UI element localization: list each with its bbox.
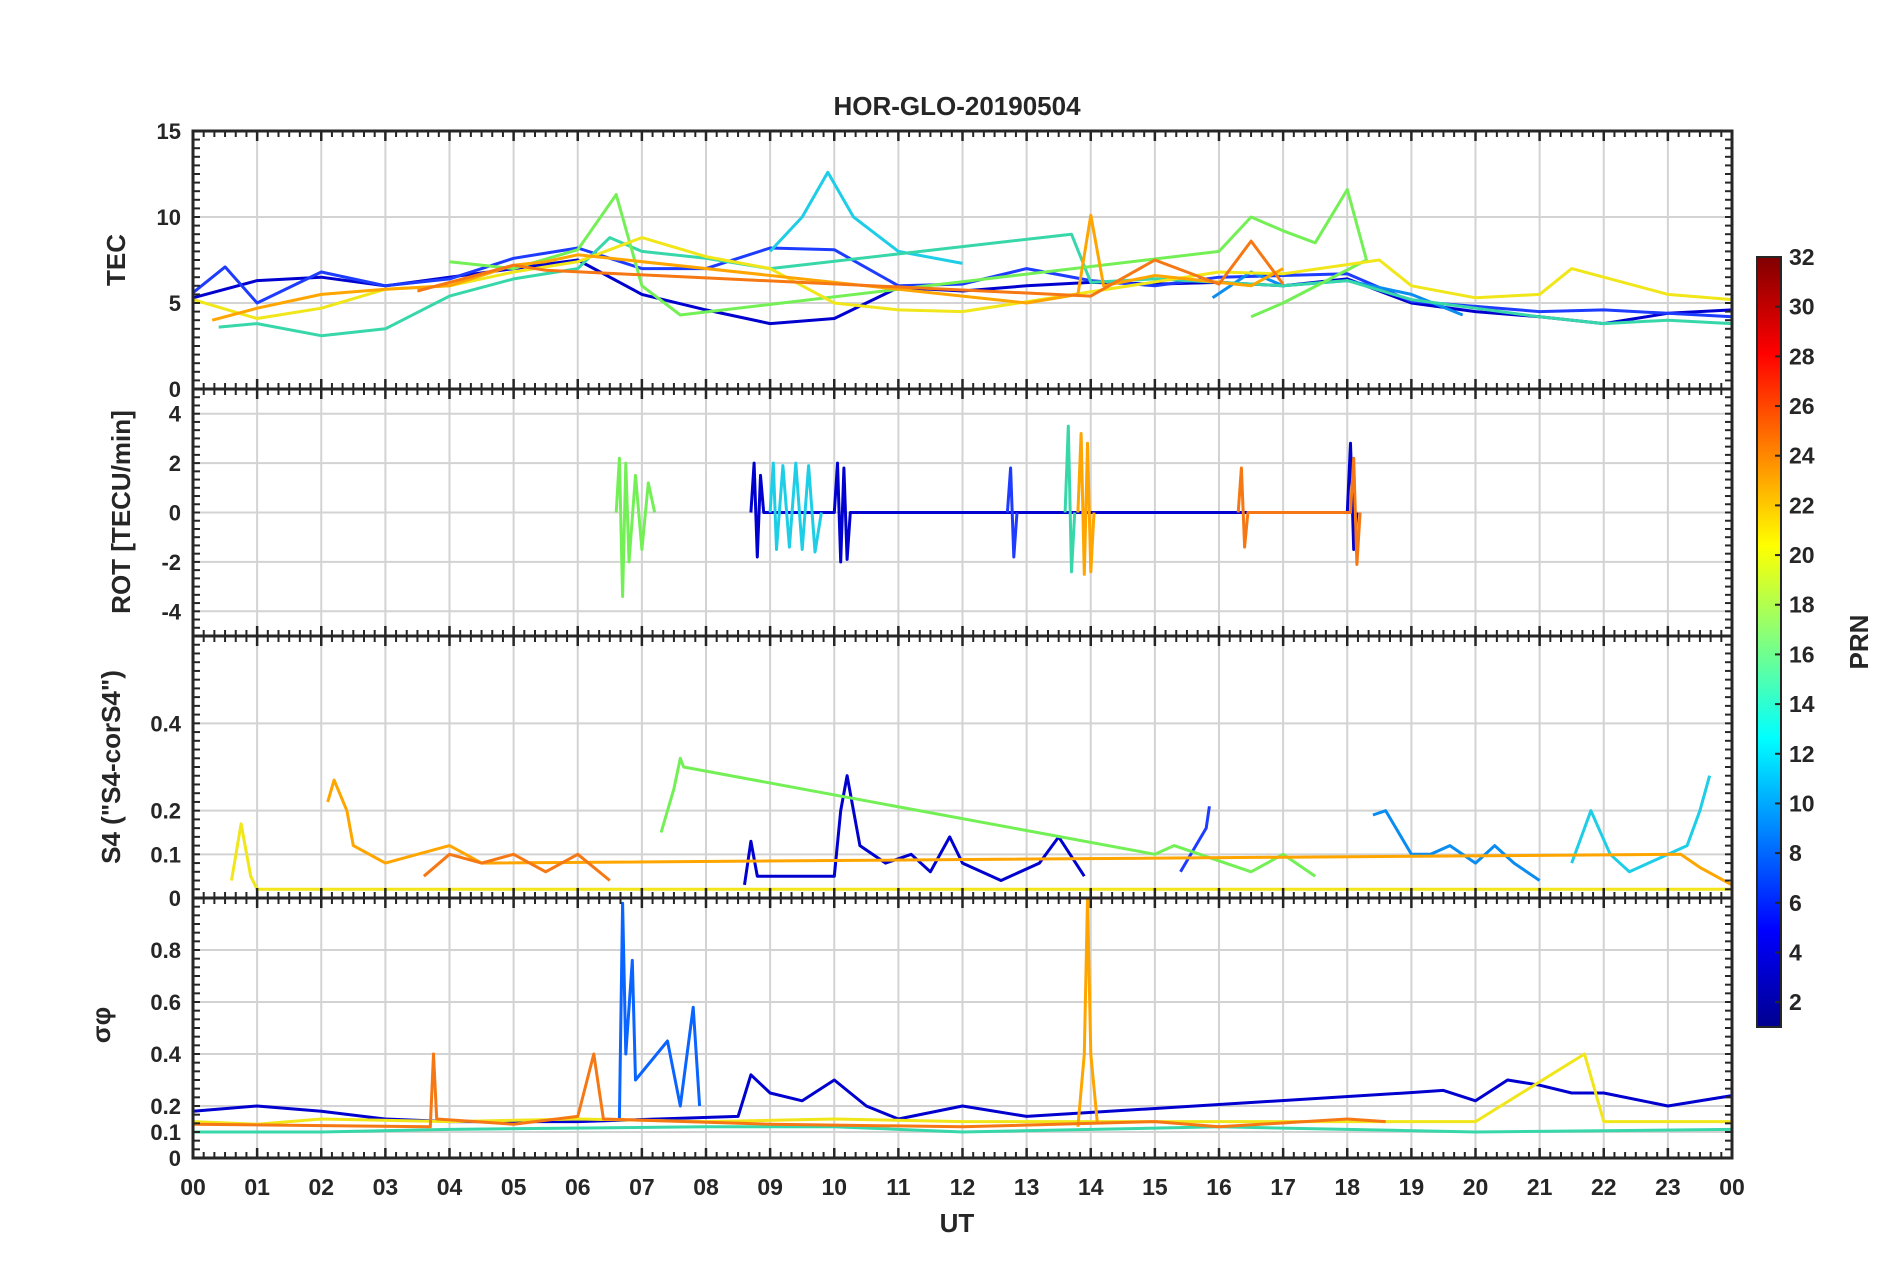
- colorbar-tick-label: 22: [1789, 492, 1815, 518]
- x-tick-label: 04: [437, 1174, 463, 1200]
- series-line-prn-3: [749, 441, 1359, 564]
- y-tick-label: 0: [169, 377, 181, 402]
- x-tick-label: 05: [501, 1174, 527, 1200]
- colorbar-tick-label: 24: [1789, 443, 1815, 469]
- x-tick-label: 21: [1527, 1174, 1553, 1200]
- colorbar-tick-label: 20: [1789, 542, 1815, 568]
- colorbar-tick-label: 2: [1789, 989, 1802, 1015]
- x-tick-label: 07: [629, 1174, 655, 1200]
- y-tick-label: 0.4: [150, 711, 181, 736]
- colorbar-tick-label: 14: [1789, 691, 1815, 717]
- colorbar-tick-label: 30: [1789, 294, 1815, 320]
- series-line-prn-12: [1570, 775, 1712, 874]
- colorbar-tick-label: 10: [1789, 790, 1815, 816]
- series-line-prn-24: [422, 852, 611, 882]
- colorbar-tick-label: 18: [1789, 592, 1815, 618]
- series-line-prn-24: [192, 1052, 1386, 1129]
- series-line-prn-22: [326, 778, 1733, 887]
- colorbar-tick-label: 16: [1789, 641, 1815, 667]
- x-tick-label: 16: [1206, 1174, 1232, 1200]
- y-axis-label: σφ: [86, 1007, 116, 1043]
- series-line-prn-22: [211, 213, 1284, 322]
- y-tick-label: 0.8: [150, 938, 181, 963]
- x-tick-label: 22: [1591, 1174, 1617, 1200]
- x-tick-label: 00: [180, 1174, 206, 1200]
- series-line-prn-14: [193, 1125, 1733, 1134]
- y-axis-label: S4 ("S4-corS4"): [96, 670, 126, 864]
- colorbar-tick-label: 8: [1789, 840, 1802, 866]
- x-tick-label: 14: [1078, 1174, 1104, 1200]
- x-tick-label: 12: [950, 1174, 976, 1200]
- x-tick-label: 10: [821, 1174, 847, 1200]
- y-tick-label: 5: [169, 291, 181, 316]
- x-axis-label: UT: [940, 1208, 975, 1238]
- x-tick-label: 02: [308, 1174, 334, 1200]
- colorbar-tick-label: 12: [1789, 741, 1815, 767]
- colorbar-strip: [1756, 256, 1782, 1028]
- chart-title: HOR-GLO-20190504: [833, 91, 1081, 121]
- y-tick-label: 0.1: [150, 1120, 181, 1145]
- y-tick-label: 0: [169, 886, 181, 911]
- x-tick-label: 08: [693, 1174, 719, 1200]
- series-line-prn-14: [218, 232, 1733, 338]
- panel-tec: 0 5 10 15 TEC: [101, 119, 1734, 402]
- y-tick-label: 2: [169, 451, 181, 476]
- series-line-prn-9: [1372, 809, 1541, 882]
- y-tick-label: 10: [157, 205, 181, 230]
- series-line-prn-8: [617, 901, 702, 1120]
- series-line-prn-24: [1236, 456, 1362, 566]
- x-tick-label: 23: [1655, 1174, 1681, 1200]
- x-tick-label: 11: [886, 1174, 911, 1200]
- y-tick-label: -2: [161, 550, 181, 575]
- x-tick-label: 06: [565, 1174, 591, 1200]
- y-tick-label: 0: [169, 501, 181, 526]
- series-line-prn-24: [417, 239, 1285, 298]
- y-axis-label: ROT [TECU/min]: [106, 410, 136, 614]
- panel-s4: 0 0.1 0.2 0.4 S4 ("S4-corS4"): [96, 634, 1734, 911]
- series-line-prn-14: [1063, 424, 1077, 574]
- x-tick-label: 18: [1334, 1174, 1360, 1200]
- x-tick-label: 15: [1142, 1174, 1168, 1200]
- series-line-prn-12: [768, 461, 823, 554]
- colorbar-label: PRN: [1844, 615, 1874, 670]
- y-axis-label: TEC: [101, 234, 131, 286]
- x-tick-label: 01: [244, 1174, 270, 1200]
- x-tick-label: 20: [1463, 1174, 1489, 1200]
- series-line-prn-6: [1005, 466, 1019, 559]
- series-line-prn-16: [614, 456, 657, 598]
- y-tick-label: 0: [169, 1146, 181, 1171]
- colorbar-tick-label: 32: [1789, 244, 1815, 270]
- series-line-prn-20: [192, 1052, 1732, 1126]
- y-tick-label: 0.4: [150, 1042, 181, 1067]
- colorbar-tick-label: 26: [1789, 393, 1815, 419]
- colorbar-tick-label: 4: [1789, 939, 1802, 965]
- panel-frame: [191, 896, 1734, 1160]
- x-tick-label: 19: [1399, 1174, 1425, 1200]
- x-axis: 00 01 02 03 04 05 06 07 08 09 10 11 12 13 14 15 16 17 18 19…: [180, 1174, 1745, 1200]
- series-line-prn-22: [1076, 432, 1096, 576]
- y-tick-label: 0.2: [150, 1094, 181, 1119]
- y-tick-label: 4: [169, 402, 182, 427]
- y-tick-label: 0.1: [150, 842, 181, 867]
- panel-rot: -4 -2 0 2 4 ROT [TECU/min]: [106, 387, 1734, 638]
- x-tick-label: 03: [373, 1174, 399, 1200]
- y-tick-label: 0.2: [150, 799, 181, 824]
- y-tick-label: 0.6: [150, 990, 181, 1015]
- x-tick-label: 09: [757, 1174, 783, 1200]
- x-tick-label: 17: [1270, 1174, 1296, 1200]
- y-tick-label: 15: [157, 119, 181, 144]
- x-tick-label: 00: [1719, 1174, 1745, 1200]
- series-line-prn-16: [659, 756, 1317, 878]
- colorbar-tick-label: 6: [1789, 890, 1802, 916]
- x-tick-label: 13: [1014, 1174, 1040, 1200]
- colorbar-tick-label: 28: [1789, 343, 1815, 369]
- panel-sigma-phi: 00.10.2 0.4 0.6 0.8 σφ: [86, 896, 1734, 1171]
- series-line-prn-16: [449, 188, 1368, 319]
- y-tick-label: -4: [161, 599, 181, 624]
